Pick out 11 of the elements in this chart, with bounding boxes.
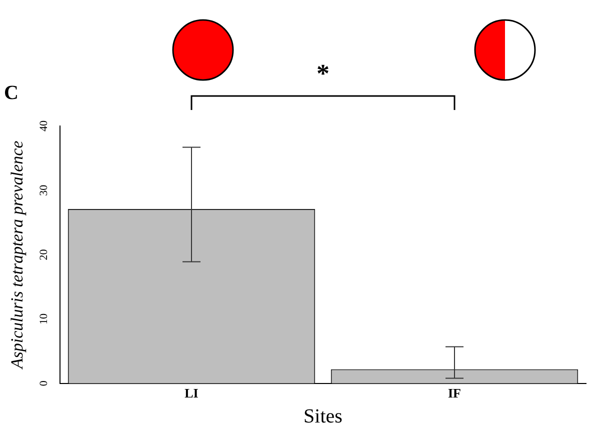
chart-title: C: [4, 82, 18, 104]
x-tick-label: IF: [448, 386, 462, 401]
text: *: [316, 59, 330, 88]
x-axis-title: Sites: [304, 405, 343, 428]
y-tick-label: 0: [38, 380, 50, 386]
y-tick-label: 40: [38, 120, 50, 132]
y-tick-label: 10: [38, 313, 50, 325]
y-tick-label: 30: [38, 184, 50, 196]
y-axis-title: Aspiculuris tetraptera prevalence: [8, 140, 27, 370]
x-tick-label: LI: [184, 386, 198, 401]
y-tick-label: 20: [38, 248, 50, 260]
